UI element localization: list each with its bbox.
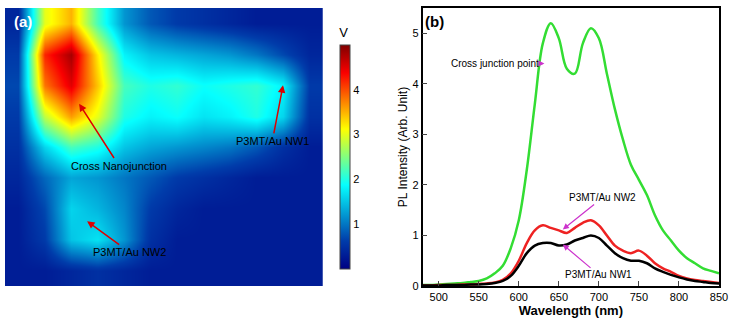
svg-text:5: 5 <box>413 27 419 39</box>
svg-text:Cross junction point: Cross junction point <box>451 58 539 69</box>
svg-text:2: 2 <box>413 179 419 191</box>
svg-text:P3MT/Au NW2: P3MT/Au NW2 <box>569 192 636 203</box>
svg-text:P3MT/Au NW1: P3MT/Au NW1 <box>236 135 309 147</box>
svg-text:800: 800 <box>670 291 688 303</box>
svg-text:1: 1 <box>413 229 419 241</box>
svg-text:500: 500 <box>430 291 448 303</box>
svg-text:600: 600 <box>510 291 528 303</box>
svg-text:3: 3 <box>353 128 359 140</box>
svg-text:(b): (b) <box>425 13 444 30</box>
svg-text:1: 1 <box>353 218 359 230</box>
svg-text:(a): (a) <box>14 13 32 30</box>
svg-text:Wavelength (nm): Wavelength (nm) <box>519 303 623 318</box>
svg-text:4: 4 <box>353 84 359 96</box>
svg-text:550: 550 <box>470 291 488 303</box>
svg-text:V: V <box>339 25 348 40</box>
svg-text:4: 4 <box>413 78 419 90</box>
svg-text:P3MT/Au NW2: P3MT/Au NW2 <box>93 246 166 258</box>
svg-text:750: 750 <box>630 291 648 303</box>
svg-text:700: 700 <box>590 291 608 303</box>
svg-text:3: 3 <box>413 128 419 140</box>
svg-text:2: 2 <box>353 173 359 185</box>
svg-text:0: 0 <box>413 280 419 292</box>
svg-text:P3MT/Au NW1: P3MT/Au NW1 <box>565 269 632 280</box>
svg-text:650: 650 <box>550 291 568 303</box>
svg-text:Cross Nanojunction: Cross Nanojunction <box>71 160 167 172</box>
svg-text:850: 850 <box>710 291 728 303</box>
svg-text:PL Intensity (Arb. Unit): PL Intensity (Arb. Unit) <box>396 87 410 207</box>
